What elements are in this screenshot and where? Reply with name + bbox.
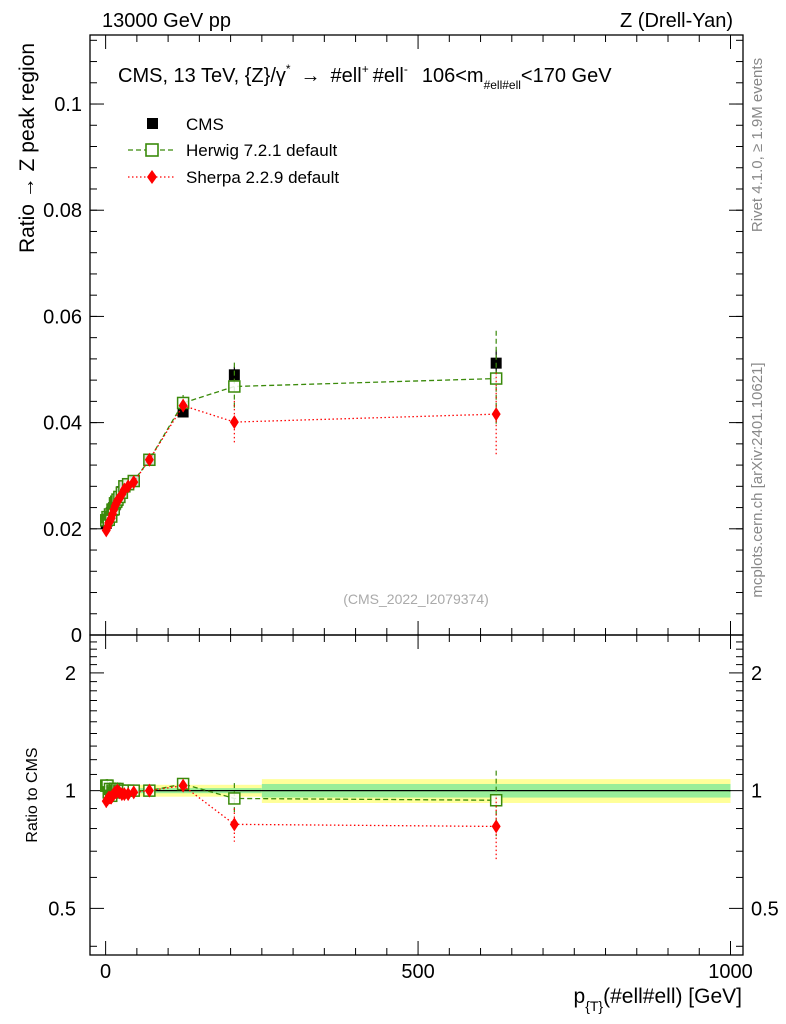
x-tick-label: 1000 [708,961,753,983]
x-axis-ticks: 0 500 1000 [100,35,753,983]
x-tick-label: 500 [401,961,434,983]
sherpa-line [105,404,497,531]
main-y-ticks: 0 0.02 0.04 0.06 0.08 0.1 [43,39,743,647]
ratio-herwig-point [228,792,241,805]
sherpa-point [229,415,239,430]
title-lepton1: #ell [331,65,362,87]
ratio-sherpa-point [491,819,501,834]
title-lepton2: #ell [373,65,404,87]
title-cut: 106<m [422,65,484,87]
ratio-sherpa-point [123,787,133,802]
title-minus: - [404,62,408,76]
ratio-sherpa-point [144,783,154,798]
y-tick-label: 0.02 [43,519,82,541]
herwig-line [105,377,497,522]
y-tick-label: 0.08 [43,200,82,222]
x-tick-label: 0 [100,961,111,983]
ratio-sherpa-point [229,817,239,832]
y-tick-label: 0 [71,625,82,647]
sherpa-point [491,407,501,422]
sherpa-point [129,475,139,490]
y-tick-label: 0.1 [54,94,82,116]
x-label-p: p [574,985,586,1008]
header-right: Z (Drell-Yan) [620,10,733,32]
plot-title: CMS, 13 TeV, {Z}/γ* → #ell+ #ell- 106<m#ell#… [118,62,612,92]
main-panel: 0 0.02 0.04 0.06 0.08 0.1 [43,34,744,647]
sherpa-point [144,452,154,467]
legend-herwig-label: Herwig 7.2.1 default [186,141,337,160]
main-data-marks [99,330,503,538]
legend: CMS Herwig 7.2.1 default Sherpa 2.2.9 de… [128,115,339,187]
legend-sherpa-marker [147,170,157,184]
ratio-tick-label: 0.5 [48,898,76,920]
title-arrow: → [301,65,321,87]
rivet-label: Rivet 4.1.0, ≥ 1.9M events [749,58,766,232]
ratio-panel: 0.5 0.5 1 1 2 2 [48,634,779,956]
ratio-tick-label: 1 [65,781,76,803]
mcplots-label: mcplots.cern.ch [arXiv:2401.10621] [749,362,766,597]
title-plus: + [362,62,369,76]
legend-sherpa-label: Sherpa 2.2.9 default [186,168,339,187]
title-star: * [286,62,291,76]
main-y-label: Ratio → Z peak region [16,43,39,253]
y-tick-label: 0.04 [43,413,82,435]
y-tick-label: 0.06 [43,306,82,328]
ratio-y-ticks: 0.5 0.5 1 1 2 2 [48,641,779,947]
herwig-point [489,372,503,385]
legend-cms-label: CMS [186,115,224,134]
ratio-tick-label: 2 [65,663,76,685]
ratio-tick-label-right: 1 [751,781,762,803]
legend-herwig-marker [145,143,159,157]
x-label-rest: (#ell#ell) [GeV] [603,985,742,1008]
sherpa-point [178,398,188,413]
ratio-sherpa-point [129,785,139,800]
ratio-frame [89,634,744,956]
title-main: CMS, 13 TeV, {Z}/γ [118,65,286,87]
x-axis-label: p{T}(#ell#ell) [GeV] [574,985,742,1014]
title-cut-sub: #ell#ell [484,78,521,92]
ratio-y-label: Ratio to CMS [24,747,41,842]
ratio-sherpa-point [178,778,188,793]
ratio-tick-label-right: 0.5 [751,898,779,920]
legend-cms-marker [147,118,158,129]
x-label-sub: {T} [585,998,603,1014]
header-left: 13000 GeV pp [102,10,231,32]
ratio-tick-label-right: 2 [751,663,762,685]
analysis-watermark: (CMS_2022_I2079374) [343,591,489,607]
title-cut-tail: <170 GeV [521,65,612,87]
herwig-point [228,380,241,393]
ratio-herwig-point [489,794,503,807]
ratio-data-marks [99,770,503,862]
